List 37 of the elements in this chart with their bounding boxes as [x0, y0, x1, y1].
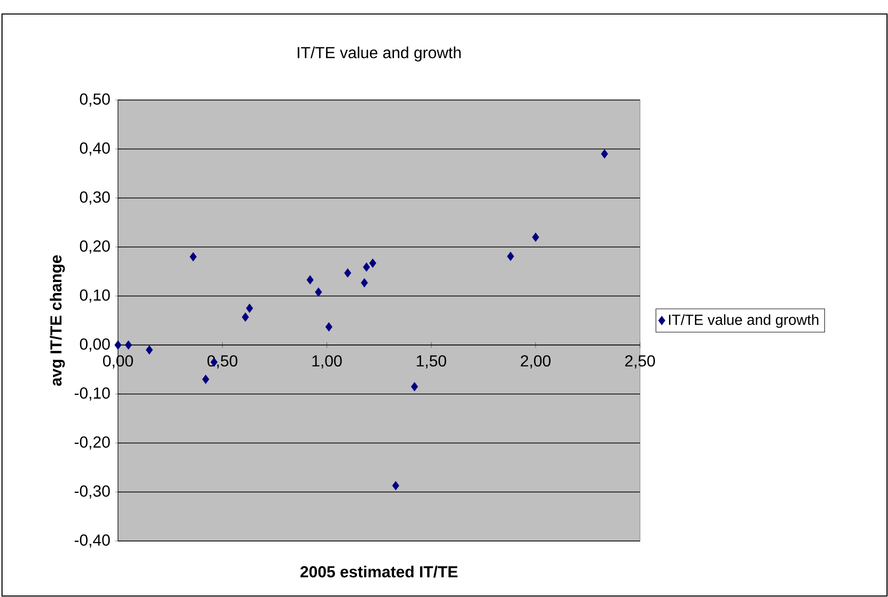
point	[325, 322, 332, 332]
point	[202, 374, 210, 384]
y-axis-title: avg IT/TE change	[50, 255, 65, 386]
y-tick-label: 0,30	[80, 191, 110, 205]
x-tick-label: 2,50	[625, 355, 655, 368]
point	[114, 340, 122, 350]
point	[369, 258, 376, 268]
x-axis-title: 2005 estimated IT/TE	[300, 566, 458, 578]
point	[507, 252, 514, 261]
y-tick-label: -0,10	[74, 387, 110, 401]
point	[314, 288, 322, 297]
point	[124, 340, 132, 350]
legend-label: IT/TE value and growth	[669, 314, 818, 328]
point	[363, 262, 370, 272]
x-tick-label: 1,00	[312, 355, 342, 368]
point	[411, 382, 418, 392]
point	[360, 278, 368, 288]
point	[532, 232, 540, 242]
chart-title: IT/TE value and growth	[298, 46, 461, 62]
point	[306, 275, 314, 284]
y-tick-label: -0,30	[74, 485, 110, 499]
point	[146, 345, 153, 354]
point	[246, 304, 254, 313]
y-tick-label: 0,20	[80, 240, 110, 254]
y-tick-label: 0,10	[80, 289, 110, 303]
point	[392, 481, 400, 490]
x-tick-label: 2,00	[520, 355, 551, 368]
y-tick-label: 0,50	[80, 93, 110, 107]
point	[190, 252, 197, 262]
x-tick-label: 1,50	[416, 355, 446, 368]
point	[242, 312, 249, 322]
y-tick-label: -0,20	[74, 436, 110, 450]
y-tick-label: 0,40	[80, 142, 110, 156]
y-tick-label: -0,40	[74, 534, 110, 548]
point	[601, 149, 608, 158]
point	[344, 268, 352, 278]
y-tick-label: 0,00	[80, 338, 110, 352]
